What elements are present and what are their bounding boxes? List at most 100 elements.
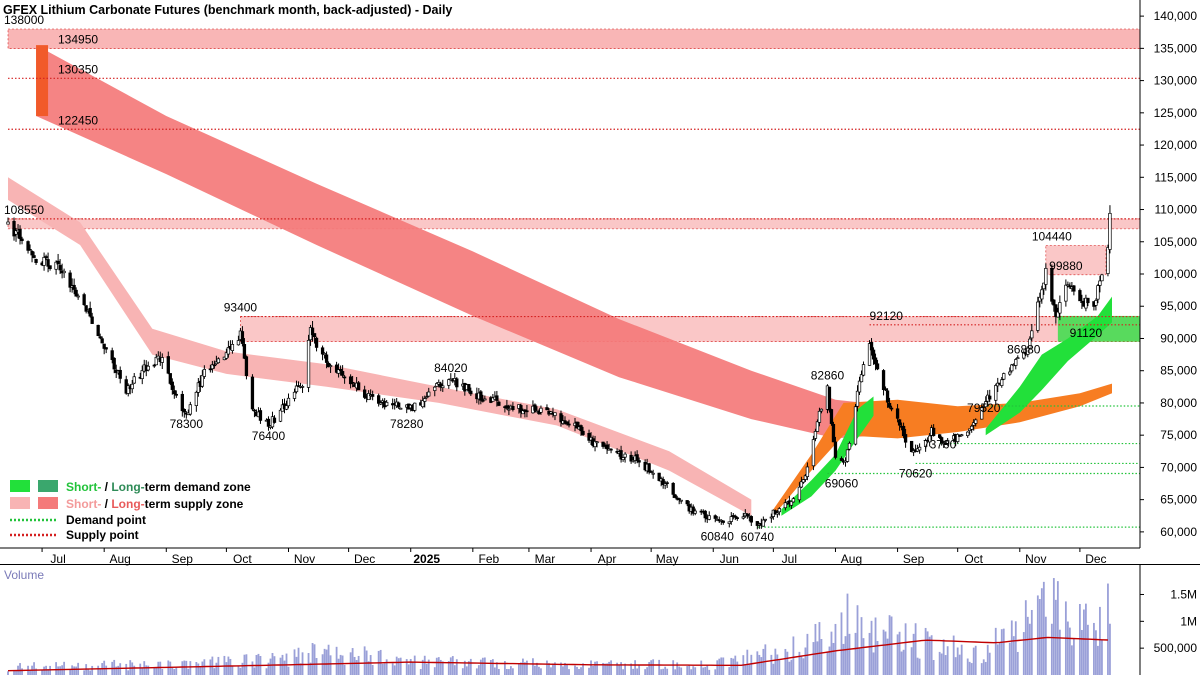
candle-body	[110, 350, 114, 360]
candle-body	[539, 407, 543, 413]
candle-body	[54, 261, 58, 270]
candle-body	[326, 362, 331, 368]
volume-bar	[161, 668, 164, 675]
candle-body	[895, 408, 900, 419]
candle-body	[322, 353, 327, 356]
candle-body	[1096, 285, 1100, 300]
candle-body	[885, 390, 890, 403]
candle-body	[833, 441, 838, 458]
candle-body	[733, 515, 737, 518]
volume-bar	[1016, 651, 1019, 675]
volume-bar	[253, 667, 256, 675]
volume-bar	[876, 640, 879, 675]
candle-body	[336, 369, 341, 374]
volume-bar	[606, 663, 608, 675]
candle-body	[102, 343, 106, 349]
volume-bar	[481, 657, 484, 675]
candle-body	[903, 434, 908, 443]
candle-body	[242, 344, 247, 359]
candle-body	[829, 409, 834, 424]
price-tick-label: 125,000	[1154, 106, 1198, 120]
annotation-82860: 82860	[811, 369, 845, 383]
candle-body	[272, 417, 277, 423]
volume-bar	[195, 662, 198, 675]
candle-body	[649, 471, 653, 473]
volume-bar	[980, 663, 983, 675]
volume-bar	[269, 658, 272, 675]
volume-bar	[562, 666, 564, 675]
legend-short-demand-swatch	[10, 480, 30, 492]
candle-body	[791, 498, 796, 503]
volume-bar	[788, 661, 791, 675]
zone-short_supply-2	[240, 316, 1141, 342]
volume-bar	[758, 654, 761, 675]
volume-bar	[47, 669, 49, 675]
candle-body	[100, 338, 104, 344]
price-tick-label: 60,000	[1160, 525, 1197, 539]
candle-body	[469, 390, 473, 395]
volume-bar	[856, 605, 859, 675]
volume-bar	[171, 667, 174, 675]
candle-body	[258, 410, 263, 421]
candle-body	[140, 370, 144, 379]
volume-bar	[746, 649, 749, 675]
candle-body	[146, 365, 150, 371]
volume-bar	[798, 651, 801, 675]
candle-body	[1100, 274, 1104, 282]
candle-body	[84, 305, 88, 312]
volume-bar	[930, 635, 933, 675]
volume-bar	[147, 665, 150, 675]
candle-body	[803, 475, 808, 480]
candles-layer	[6, 205, 1112, 530]
volume-bar	[1080, 629, 1083, 675]
volume-bar	[564, 662, 566, 675]
candle-body	[42, 256, 46, 266]
volume-bar	[309, 662, 312, 675]
volume-bar	[538, 666, 540, 675]
zone-short_supply-3	[1045, 245, 1107, 276]
volume-bar	[157, 661, 160, 675]
volume-bar	[750, 654, 753, 675]
candle-body	[587, 432, 591, 441]
volume-bar	[534, 665, 536, 675]
volume-bar	[91, 665, 94, 675]
candle-body	[721, 520, 725, 523]
volume-panel: Volume 500,000 1M 1.5M	[0, 564, 1200, 675]
zone-short_supply-1	[7, 218, 1141, 230]
candle-body	[1010, 364, 1014, 372]
candle-body	[559, 413, 563, 423]
volume-bar	[622, 669, 624, 675]
volume-bar	[1028, 623, 1031, 675]
volume-bar	[469, 658, 472, 675]
volume-bar	[1072, 638, 1075, 675]
candle-body	[62, 270, 66, 274]
volume-bar	[1012, 636, 1015, 675]
volume-bar	[546, 660, 548, 675]
volume-bar	[994, 627, 997, 675]
candle-body	[773, 510, 778, 515]
volume-bar	[748, 664, 751, 675]
volume-bar	[1095, 630, 1097, 675]
candle-body	[1040, 289, 1044, 300]
candle-body	[960, 434, 964, 437]
candle-body	[328, 365, 333, 367]
volume-bar	[854, 632, 857, 675]
volume-bar	[215, 662, 218, 675]
candle-body	[663, 483, 667, 486]
volume-bar	[576, 666, 578, 675]
candle-body	[188, 404, 192, 415]
volume-bar	[916, 657, 919, 675]
volume-bar	[1066, 621, 1069, 675]
volume-bar	[884, 631, 887, 675]
candle-body	[867, 343, 872, 366]
volume-bar	[447, 661, 450, 675]
volume-bar	[900, 651, 903, 675]
price-tick-label: 135,000	[1154, 41, 1198, 55]
candle-body	[98, 336, 102, 339]
volume-bar	[133, 665, 136, 675]
volume-bar	[183, 660, 186, 675]
candle-body	[647, 463, 651, 473]
candle-body	[857, 380, 862, 393]
volume-bar	[439, 659, 442, 675]
